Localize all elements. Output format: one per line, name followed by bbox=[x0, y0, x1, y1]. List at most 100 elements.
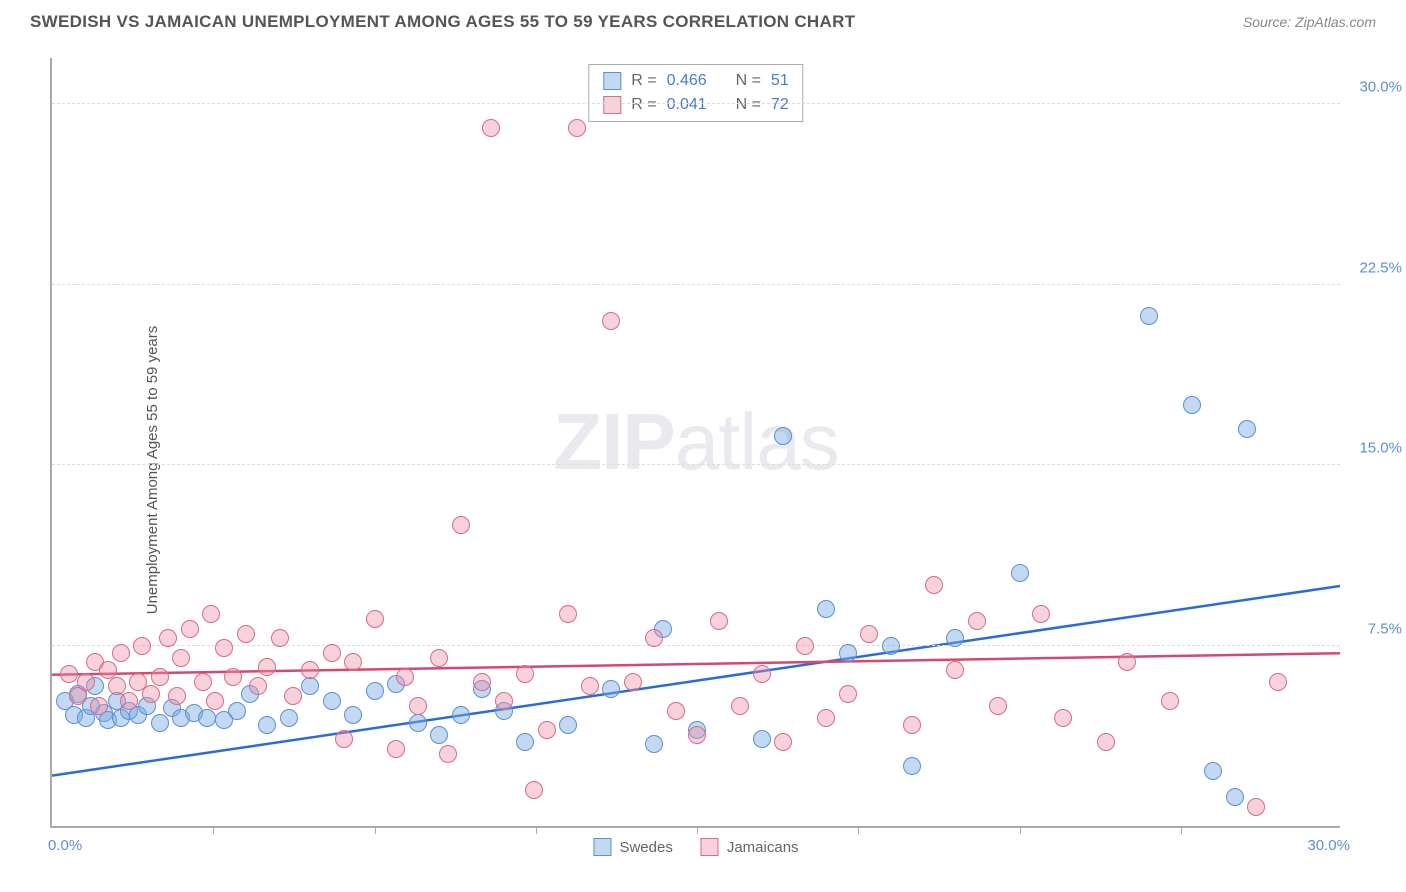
data-point bbox=[1011, 564, 1029, 582]
swatch-jamaicans-bottom bbox=[701, 838, 719, 856]
y-tick-label: 7.5% bbox=[1368, 620, 1402, 637]
data-point bbox=[181, 620, 199, 638]
data-point bbox=[882, 637, 900, 655]
data-point bbox=[516, 733, 534, 751]
data-point bbox=[946, 661, 964, 679]
n-label: N = bbox=[736, 69, 761, 93]
data-point bbox=[559, 716, 577, 734]
data-point bbox=[645, 629, 663, 647]
gridline bbox=[52, 284, 1340, 285]
data-point bbox=[258, 658, 276, 676]
data-point bbox=[258, 716, 276, 734]
watermark: ZIPatlas bbox=[553, 396, 838, 488]
data-point bbox=[817, 600, 835, 618]
n-label: N = bbox=[736, 93, 761, 117]
data-point bbox=[409, 697, 427, 715]
data-point bbox=[77, 673, 95, 691]
gridline bbox=[52, 464, 1340, 465]
data-point bbox=[366, 610, 384, 628]
data-point bbox=[1238, 420, 1256, 438]
data-point bbox=[1269, 673, 1287, 691]
legend-label-swedes: Swedes bbox=[619, 839, 672, 856]
swatch-jamaicans bbox=[603, 96, 621, 114]
trend-line bbox=[52, 586, 1340, 776]
data-point bbox=[301, 661, 319, 679]
legend-item-swedes: Swedes bbox=[593, 838, 672, 856]
source-prefix: Source: bbox=[1243, 14, 1295, 30]
x-tick bbox=[536, 826, 537, 834]
data-point bbox=[198, 709, 216, 727]
data-point bbox=[323, 644, 341, 662]
watermark-bold: ZIP bbox=[553, 397, 674, 486]
chart-title: SWEDISH VS JAMAICAN UNEMPLOYMENT AMONG A… bbox=[30, 12, 855, 32]
data-point bbox=[1054, 709, 1072, 727]
data-point bbox=[1247, 798, 1265, 816]
legend-item-jamaicans: Jamaicans bbox=[701, 838, 799, 856]
data-point bbox=[1140, 307, 1158, 325]
data-point bbox=[120, 692, 138, 710]
data-point bbox=[387, 740, 405, 758]
source-name: ZipAtlas.com bbox=[1295, 14, 1376, 30]
data-point bbox=[516, 665, 534, 683]
data-point bbox=[796, 637, 814, 655]
r-label: R = bbox=[631, 69, 656, 93]
data-point bbox=[366, 682, 384, 700]
data-point bbox=[452, 516, 470, 534]
n-value-jamaicans: 72 bbox=[771, 93, 789, 117]
data-point bbox=[581, 677, 599, 695]
data-point bbox=[284, 687, 302, 705]
data-point bbox=[1161, 692, 1179, 710]
data-point bbox=[159, 629, 177, 647]
data-point bbox=[817, 709, 835, 727]
gridline bbox=[52, 645, 1340, 646]
legend-row-swedes: R = 0.466 N = 51 bbox=[603, 69, 788, 93]
data-point bbox=[439, 745, 457, 763]
x-tick bbox=[1020, 826, 1021, 834]
data-point bbox=[99, 661, 117, 679]
data-point bbox=[215, 639, 233, 657]
data-point bbox=[946, 629, 964, 647]
data-point bbox=[774, 427, 792, 445]
data-point bbox=[151, 714, 169, 732]
data-point bbox=[667, 702, 685, 720]
data-point bbox=[774, 733, 792, 751]
data-point bbox=[624, 673, 642, 691]
x-axis-max-label: 30.0% bbox=[1307, 837, 1350, 854]
data-point bbox=[271, 629, 289, 647]
data-point bbox=[1118, 653, 1136, 671]
data-point bbox=[925, 576, 943, 594]
data-point bbox=[1204, 762, 1222, 780]
series-legend: Swedes Jamaicans bbox=[593, 838, 798, 856]
data-point bbox=[344, 706, 362, 724]
data-point bbox=[409, 714, 427, 732]
n-value-swedes: 51 bbox=[771, 69, 789, 93]
x-tick bbox=[697, 826, 698, 834]
data-point bbox=[112, 644, 130, 662]
legend-row-jamaicans: R = 0.041 N = 72 bbox=[603, 93, 788, 117]
data-point bbox=[538, 721, 556, 739]
data-point bbox=[60, 665, 78, 683]
data-point bbox=[839, 685, 857, 703]
x-axis-min-label: 0.0% bbox=[48, 837, 82, 854]
data-point bbox=[206, 692, 224, 710]
data-point bbox=[753, 665, 771, 683]
y-tick-label: 22.5% bbox=[1359, 259, 1402, 276]
swatch-swedes bbox=[603, 72, 621, 90]
data-point bbox=[710, 612, 728, 630]
y-tick-label: 15.0% bbox=[1359, 440, 1402, 457]
correlation-legend: R = 0.466 N = 51 R = 0.041 N = 72 bbox=[588, 64, 803, 122]
data-point bbox=[568, 119, 586, 137]
chart-header: SWEDISH VS JAMAICAN UNEMPLOYMENT AMONG A… bbox=[0, 0, 1406, 40]
trend-line bbox=[52, 653, 1340, 675]
data-point bbox=[1097, 733, 1115, 751]
data-point bbox=[602, 680, 620, 698]
data-point bbox=[301, 677, 319, 695]
data-point bbox=[989, 697, 1007, 715]
gridline bbox=[52, 103, 1340, 104]
source-credit: Source: ZipAtlas.com bbox=[1243, 14, 1376, 30]
data-point bbox=[839, 644, 857, 662]
data-point bbox=[753, 730, 771, 748]
data-point bbox=[108, 677, 126, 695]
data-point bbox=[194, 673, 212, 691]
data-point bbox=[473, 673, 491, 691]
